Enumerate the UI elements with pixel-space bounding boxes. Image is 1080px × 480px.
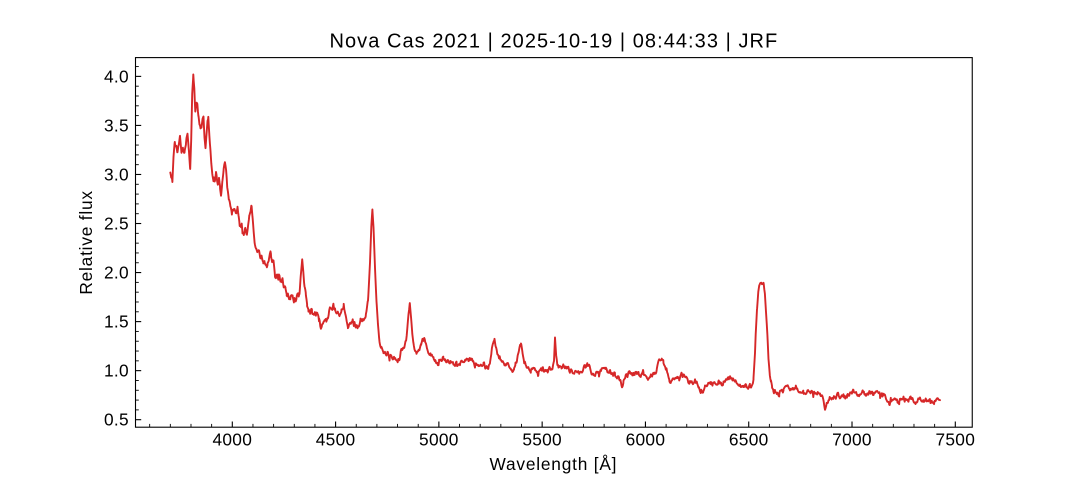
svg-text:4000: 4000 (212, 429, 252, 449)
svg-text:3.0: 3.0 (104, 164, 129, 184)
svg-text:5000: 5000 (419, 429, 459, 449)
svg-text:4500: 4500 (316, 429, 356, 449)
svg-text:4.0: 4.0 (104, 66, 129, 86)
svg-text:Nova Cas 2021 | 2025-10-19 | 0: Nova Cas 2021 | 2025-10-19 | 08:44:33 | … (330, 31, 779, 53)
svg-text:7500: 7500 (935, 429, 975, 449)
svg-text:Wavelength [Å]: Wavelength [Å] (490, 454, 618, 474)
svg-text:1.0: 1.0 (104, 361, 129, 381)
svg-text:1.5: 1.5 (104, 312, 129, 332)
svg-text:6000: 6000 (626, 429, 666, 449)
svg-text:7000: 7000 (832, 429, 872, 449)
svg-text:5500: 5500 (522, 429, 562, 449)
svg-text:3.5: 3.5 (104, 115, 129, 135)
svg-text:6500: 6500 (729, 429, 769, 449)
svg-text:Relative flux: Relative flux (76, 190, 96, 295)
svg-text:2.0: 2.0 (104, 262, 129, 282)
svg-text:2.5: 2.5 (104, 213, 129, 233)
svg-text:0.5: 0.5 (104, 410, 129, 430)
